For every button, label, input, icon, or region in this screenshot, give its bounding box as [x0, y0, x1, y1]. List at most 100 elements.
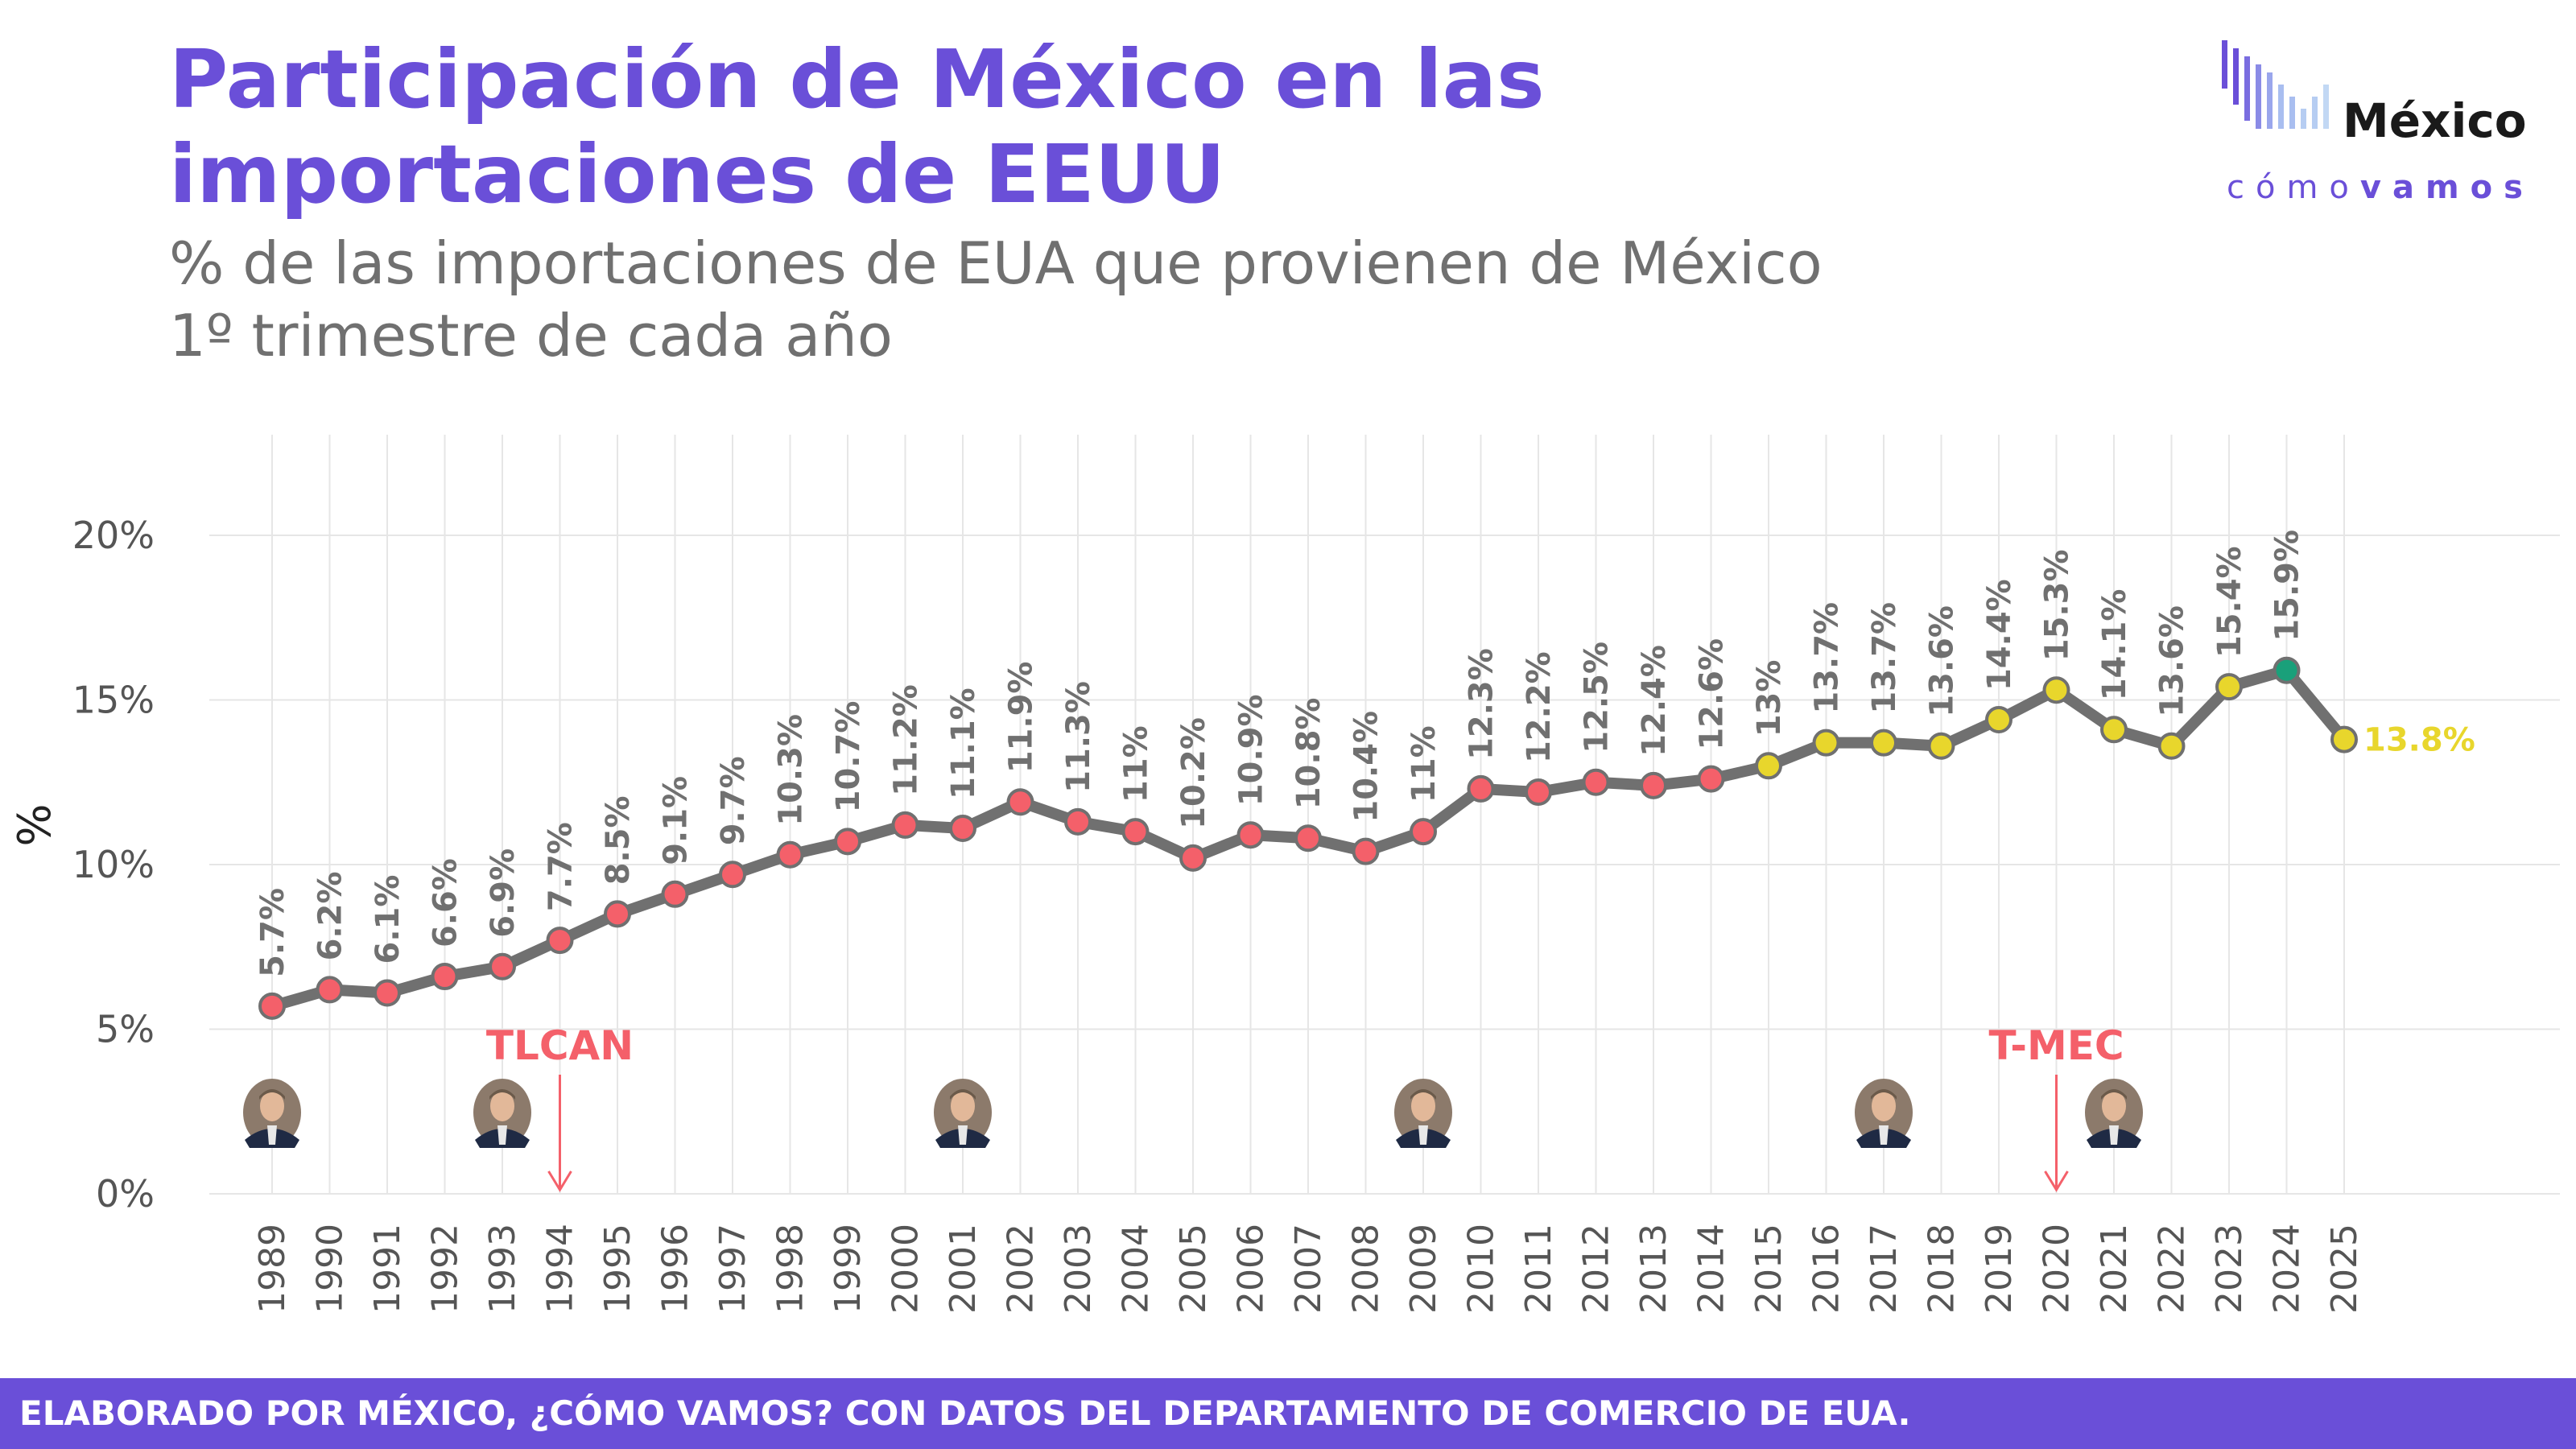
data-label: 10.2%	[1175, 717, 1212, 829]
x-tick-label: 2005	[1173, 1224, 1214, 1314]
data-point	[1697, 765, 1725, 793]
portrait-icon	[243, 1079, 301, 1148]
chart-title: Participación de México en las importaci…	[169, 32, 1545, 221]
data-point	[2042, 676, 2070, 704]
data-label: 13.6%	[2154, 605, 2191, 717]
data-point	[1006, 788, 1034, 816]
data-point	[1812, 729, 1840, 757]
source-footer: ELABORADO POR MÉXICO, ¿CÓMO VAMOS? CON D…	[0, 1378, 2576, 1449]
x-tick-label: 2007	[1288, 1224, 1329, 1314]
x-tick-label: 1994	[540, 1224, 581, 1314]
x-tick-label: 1996	[655, 1224, 696, 1314]
logo-subtitle: cómovamos	[2227, 169, 2534, 206]
data-point	[1294, 824, 1322, 852]
mexico-como-vamos-logo: México cómovamos	[2214, 32, 2536, 206]
x-tick-label: 2016	[1806, 1224, 1847, 1314]
x-tick-label: 2001	[943, 1224, 984, 1314]
x-tick-label: 1989	[252, 1224, 293, 1314]
data-point	[891, 811, 919, 839]
data-point	[834, 828, 861, 856]
data-label: 5.7%	[254, 888, 291, 977]
chart-subtitle: % de las importaciones de EUA que provie…	[169, 227, 2182, 372]
x-tick-label: 2006	[1231, 1224, 1272, 1314]
x-tick-label: 1995	[597, 1224, 638, 1314]
x-tick-label: 1990	[310, 1224, 351, 1314]
x-tick-label: 2010	[1461, 1224, 1502, 1314]
data-label: 12.4%	[1636, 645, 1673, 757]
data-label: 13%	[1751, 660, 1788, 737]
x-tick-label: 2024	[2267, 1224, 2308, 1314]
x-tick-label: 2017	[1864, 1224, 1905, 1314]
x-tick-label: 2023	[2209, 1224, 2250, 1314]
data-point	[1755, 752, 1782, 780]
x-tick-label: 2008	[1346, 1224, 1387, 1314]
data-label: 13.6%	[1924, 605, 1961, 717]
x-tick-label: 2000	[886, 1224, 927, 1314]
data-label: 11.1%	[945, 687, 982, 799]
data-label: 12.2%	[1521, 651, 1558, 763]
data-label: 13.8%	[2363, 722, 2475, 759]
data-label: 15.4%	[2211, 546, 2248, 658]
y-tick-label: 5%	[96, 1008, 155, 1051]
data-label: 6.6%	[427, 858, 464, 947]
x-tick-label: 1991	[367, 1224, 408, 1314]
data-point	[661, 880, 689, 908]
data-point	[1927, 732, 1955, 760]
data-label: 13.7%	[1809, 602, 1846, 714]
data-point	[719, 861, 746, 889]
data-point	[316, 976, 344, 1004]
annotation-label: TLCAN	[486, 1022, 634, 1069]
x-tick-label: 2011	[1518, 1224, 1559, 1314]
portrait-icon	[2085, 1079, 2143, 1148]
data-label: 14.1%	[2096, 589, 2133, 701]
data-label: 11.9%	[1003, 662, 1040, 774]
data-point	[2330, 725, 2358, 753]
x-tick-label: 2020	[2037, 1224, 2078, 1314]
data-point	[546, 927, 574, 955]
x-tick-label: 2003	[1058, 1224, 1099, 1314]
data-label: 8.5%	[600, 795, 637, 885]
x-tick-label: 2021	[2094, 1224, 2135, 1314]
data-label: 11.2%	[888, 684, 925, 796]
x-tick-label: 2014	[1691, 1224, 1732, 1314]
data-label: 13.7%	[1866, 602, 1903, 714]
x-tick-label: 2015	[1748, 1224, 1790, 1314]
data-point	[1985, 706, 2013, 734]
y-axis-label: %	[9, 803, 61, 846]
subtitle-line-2: 1º trimestre de cada año	[169, 302, 893, 369]
data-label: 10.9%	[1233, 694, 1270, 806]
data-label: 12.3%	[1463, 648, 1501, 760]
data-label: 11%	[1118, 725, 1155, 803]
data-point	[2215, 673, 2243, 701]
x-tick-label: 1992	[425, 1224, 466, 1314]
data-label: 12.6%	[1694, 638, 1731, 750]
annotation-arrowhead	[2044, 1170, 2069, 1192]
data-point	[2100, 716, 2128, 744]
data-point	[1525, 778, 1552, 807]
x-tick-label: 1998	[770, 1224, 811, 1314]
x-tick-label: 1993	[482, 1224, 523, 1314]
portrait-icon	[934, 1079, 992, 1148]
x-tick-label: 2004	[1116, 1224, 1157, 1314]
y-tick-label: 15%	[72, 679, 155, 722]
y-tick-label: 10%	[72, 843, 155, 886]
data-label: 7.7%	[543, 822, 580, 911]
subtitle-line-1: % de las importaciones de EUA que provie…	[169, 229, 1823, 297]
data-label: 15.9%	[2269, 530, 2306, 642]
x-tick-label: 2013	[1633, 1224, 1674, 1314]
portrait-icon	[473, 1079, 531, 1148]
x-tick-label: 2009	[1403, 1224, 1444, 1314]
data-label: 11.3%	[1060, 681, 1097, 793]
data-point	[1179, 844, 1207, 872]
x-tick-label: 2018	[1922, 1224, 1963, 1314]
logo-bars-icon	[2222, 40, 2329, 129]
logo-word: México	[2343, 93, 2527, 148]
data-label: 12.5%	[1579, 642, 1616, 753]
data-point	[258, 992, 286, 1020]
data-point	[1236, 821, 1265, 849]
data-label: 10.7%	[830, 701, 867, 813]
x-tick-label: 1997	[712, 1224, 753, 1314]
data-label: 11%	[1406, 725, 1443, 803]
data-point	[776, 840, 804, 869]
data-point	[1410, 818, 1437, 846]
